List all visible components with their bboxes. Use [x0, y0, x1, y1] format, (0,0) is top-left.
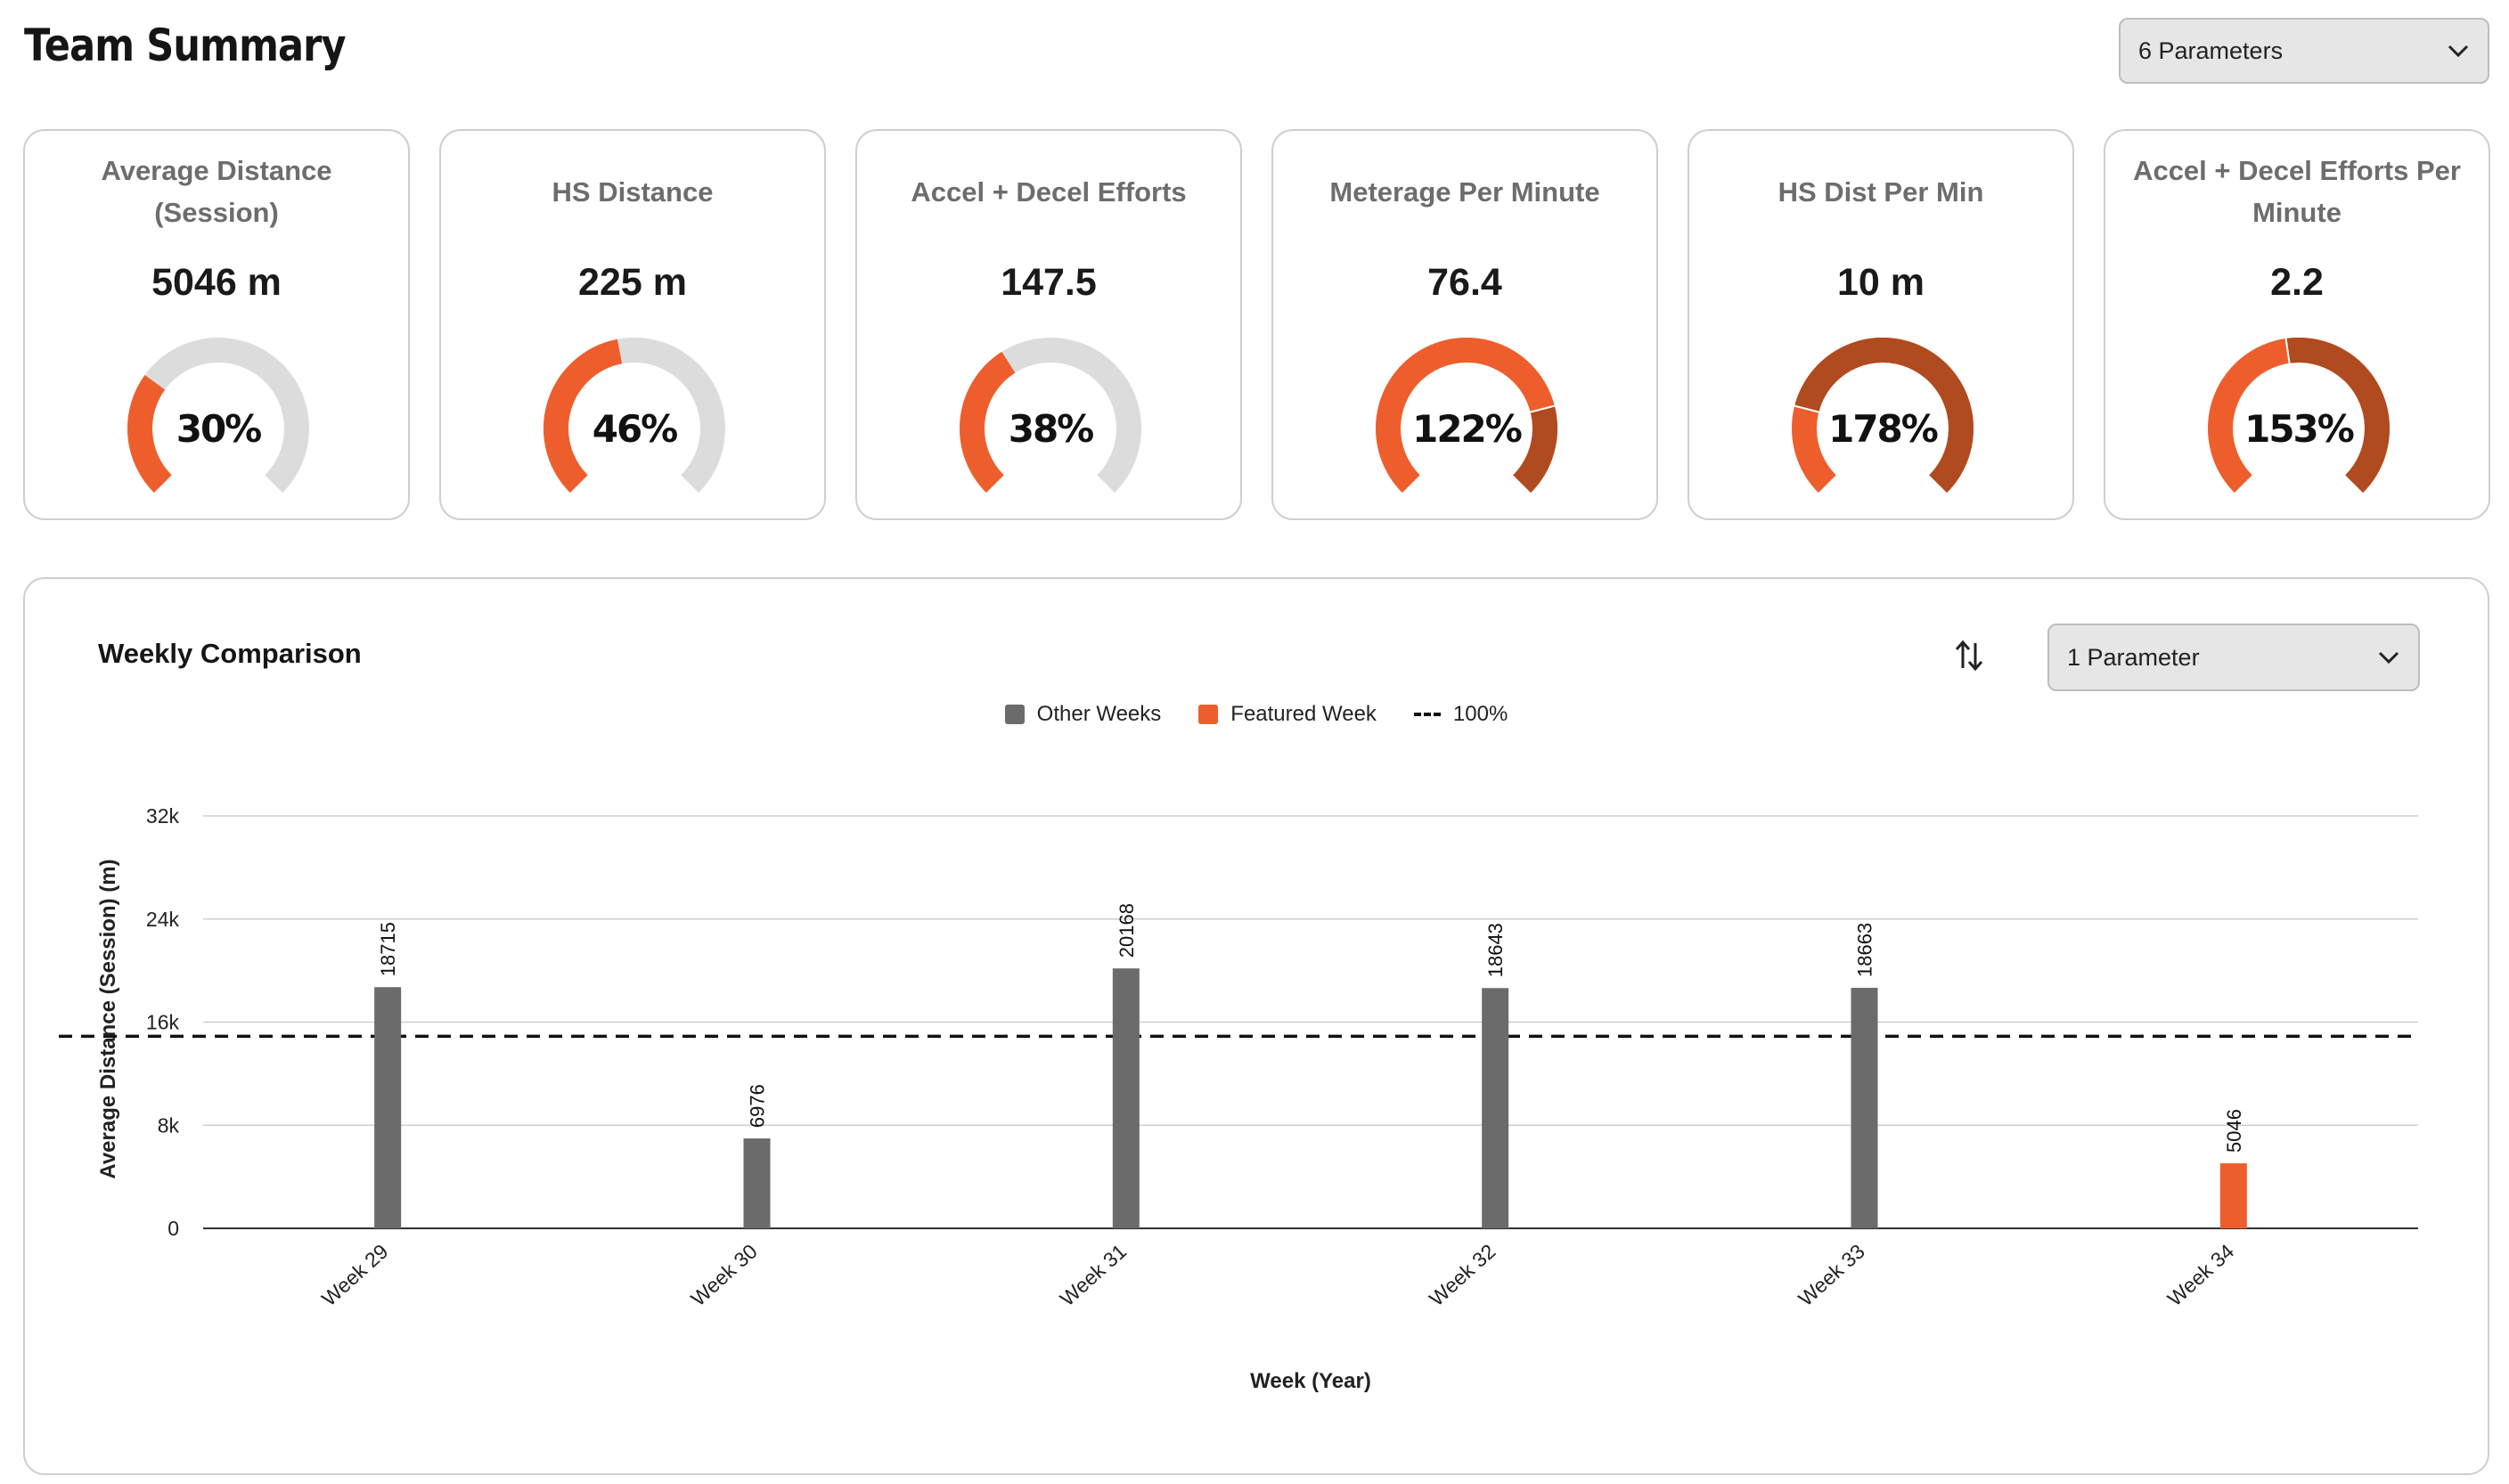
gauge-separator: [1794, 404, 1819, 413]
x-tick-label: Week 29: [317, 1239, 393, 1310]
kpi-card: HS Distance 225 m 46%: [439, 129, 826, 520]
parameter-select-value: 1 Parameter: [2067, 643, 2200, 671]
gauge-fill: [960, 351, 1016, 493]
bar-week-34[interactable]: [2219, 1162, 2247, 1228]
legend-label: Featured Week: [1230, 702, 1377, 726]
legend-item-100-percent[interactable]: 100%: [1413, 702, 1508, 727]
kpi-gauge: 122%: [1376, 338, 1557, 493]
bar-week-30[interactable]: [743, 1138, 771, 1228]
parameter-select[interactable]: 1 Parameter: [2047, 624, 2420, 691]
y-axis-title: Average Distance (Session) (m): [96, 859, 120, 1178]
gauge-separator: [1530, 404, 1556, 413]
kpi-value: 76.4: [1427, 261, 1502, 304]
bar-value-label: 20168: [1116, 903, 1138, 958]
kpi-card: Accel + Decel Efforts Per Minute 2.2 153%: [2104, 129, 2490, 520]
gauge-percent: 30%: [176, 407, 261, 451]
gauge-overflow: [1794, 338, 1974, 493]
kpi-card: Accel + Decel Efforts 147.5 38%: [855, 129, 1242, 520]
page-title: Team Summary: [24, 20, 347, 71]
gauge-percent: 122%: [1412, 407, 1522, 451]
bar-week-32[interactable]: [1482, 988, 1509, 1228]
weekly-bar-chart: 0 8k 16k 24k 32k 18715 Week 29 6976 Week 30 20168…: [59, 804, 2418, 1393]
y-tick-label: 0: [168, 1217, 179, 1240]
parameters-select[interactable]: 6 Parameters: [2119, 18, 2489, 84]
bar-week-29[interactable]: [374, 987, 402, 1228]
sort-arrows-icon[interactable]: [1953, 638, 1985, 673]
kpi-value: 225 m: [578, 261, 687, 304]
kpi-label: Average Distance (Session): [101, 155, 332, 228]
kpi-label: Accel + Decel Efforts Per Minute: [2133, 155, 2461, 228]
gauge-percent: 38%: [1009, 407, 1093, 451]
gauge-separator: [2284, 338, 2291, 363]
kpi-card: Meterage Per Minute 76.4 122%: [1271, 129, 1658, 520]
legend-swatch-dashed: [1413, 713, 1441, 716]
bar-value-label: 18643: [1484, 923, 1507, 977]
gauge-overflow: [1512, 405, 1557, 493]
bar-value-label: 6976: [747, 1084, 769, 1128]
kpi-value: 147.5: [1001, 261, 1097, 304]
bar-week-33[interactable]: [1851, 987, 1878, 1228]
legend-swatch-orange: [1198, 705, 1219, 724]
kpi-label: Meterage Per Minute: [1329, 175, 1600, 208]
gauge-fill: [543, 338, 623, 493]
gauge-percent: 153%: [2244, 407, 2354, 451]
weekly-comparison-title: Weekly Comparison: [98, 638, 362, 669]
kpi-gauge: 46%: [543, 338, 725, 493]
kpi-label: HS Dist Per Min: [1778, 175, 1984, 208]
kpi-value: 2.2: [2270, 261, 2324, 304]
gauge-fill: [127, 375, 173, 493]
kpi-gauge: 30%: [127, 338, 309, 493]
kpi-gauge: 38%: [960, 338, 1141, 493]
kpi-value: 5046 m: [151, 261, 282, 304]
kpi-gauge: 178%: [1792, 338, 1974, 493]
weekly-comparison-card: Weekly Comparison 1 Parameter Other Week…: [23, 577, 2489, 1475]
legend-item-other-weeks[interactable]: Other Weeks: [1004, 702, 1162, 727]
bar-value-label: 18715: [377, 922, 399, 976]
legend-swatch-gray: [1004, 705, 1025, 724]
gauge-percent: 178%: [1828, 407, 1938, 451]
chevron-down-icon: [2448, 45, 2469, 58]
kpi-card: HS Dist Per Min 10 m 178%: [1688, 129, 2074, 520]
x-tick-label: Week 33: [1794, 1239, 1869, 1310]
legend-item-featured-week[interactable]: Featured Week: [1198, 702, 1377, 727]
x-tick-label: Week 30: [686, 1239, 762, 1310]
kpi-label: Accel + Decel Efforts: [911, 175, 1187, 208]
chevron-down-icon: [2378, 651, 2399, 665]
parameters-select-value: 6 Parameters: [2138, 37, 2284, 64]
kpi-gauge: 153%: [2208, 338, 2390, 493]
kpi-card: Average Distance (Session) 5046 m 30%: [23, 129, 410, 520]
legend-label: 100%: [1452, 702, 1508, 726]
y-tick-label: 32k: [146, 804, 180, 828]
chart-legend: Other Weeks Featured Week 100%: [25, 702, 2488, 727]
gauge-percent: 46%: [593, 407, 677, 451]
y-tick-label: 16k: [146, 1011, 180, 1034]
y-tick-label: 8k: [158, 1113, 180, 1137]
x-axis-title: Week (Year): [1250, 1369, 1371, 1393]
x-tick-label: Week 32: [1425, 1239, 1500, 1310]
kpi-label: HS Distance: [552, 175, 714, 208]
y-tick-label: 24k: [146, 908, 180, 931]
bar-value-label: 5046: [2223, 1109, 2245, 1153]
kpi-value: 10 m: [1836, 261, 1925, 304]
gauge-overflow: [2285, 338, 2390, 493]
legend-label: Other Weeks: [1036, 702, 1162, 726]
x-tick-label: Week 31: [1056, 1239, 1132, 1310]
bar-week-31[interactable]: [1112, 968, 1140, 1228]
x-tick-label: Week 34: [2163, 1239, 2239, 1310]
bar-value-label: 18663: [1854, 923, 1876, 977]
